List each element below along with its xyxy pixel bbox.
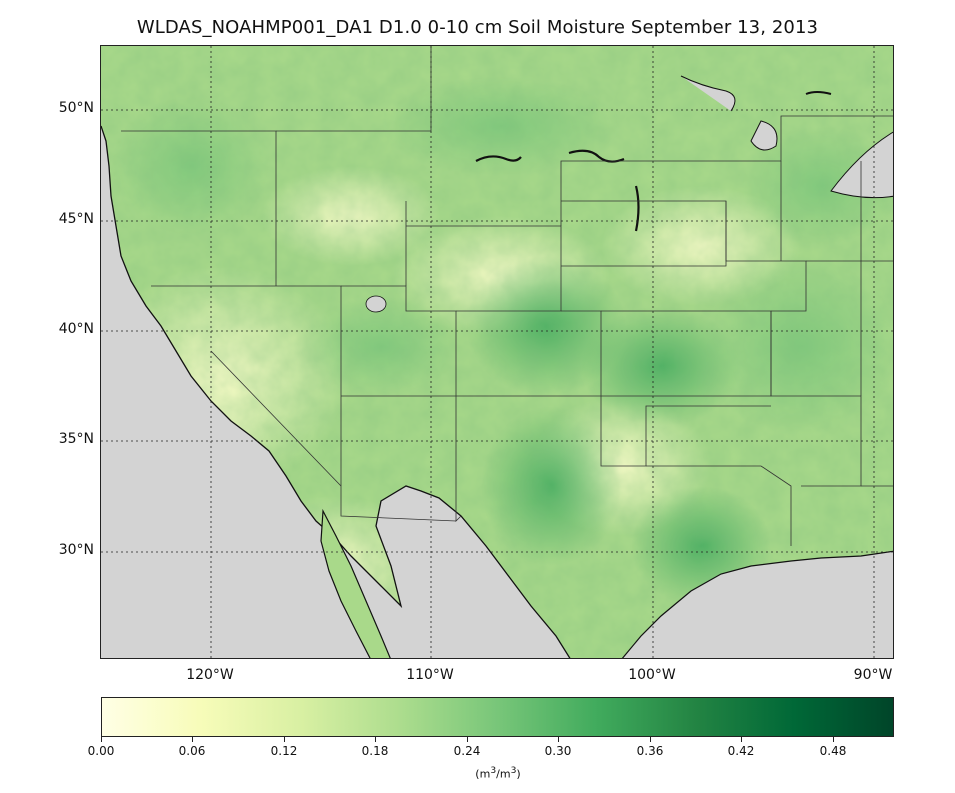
colorbar-tick bbox=[833, 737, 834, 742]
colorbar-label: 0.18 bbox=[361, 744, 389, 758]
colorbar-label: 0.36 bbox=[636, 744, 664, 758]
colorbar-label: 0.06 bbox=[178, 744, 206, 758]
lat-label-45n: 45°N bbox=[58, 211, 94, 227]
colorbar-tick bbox=[192, 737, 193, 742]
lon-label-100w: 100°W bbox=[628, 667, 676, 683]
colorbar-label: 0.12 bbox=[270, 744, 298, 758]
lon-label-120w: 120°W bbox=[186, 667, 234, 683]
colorbar-label: 0.24 bbox=[453, 744, 481, 758]
colorbar-tick bbox=[741, 737, 742, 742]
colorbar-label: 0.30 bbox=[544, 744, 572, 758]
map-title: WLDAS_NOAHMP001_DA1 D1.0 0-10 cm Soil Mo… bbox=[136, 17, 819, 38]
lat-label-40n: 40°N bbox=[58, 321, 94, 337]
colorbar-label: 0.42 bbox=[727, 744, 755, 758]
map-svg bbox=[101, 46, 893, 658]
lon-label-110w: 110°W bbox=[406, 667, 454, 683]
lon-label-90w: 90°W bbox=[853, 667, 893, 683]
colorbar-label: 0.00 bbox=[87, 744, 115, 758]
colorbar-units-close: ) bbox=[516, 767, 521, 781]
soil-moisture-map bbox=[100, 45, 894, 659]
colorbar-tick bbox=[650, 737, 651, 742]
colorbar-tick bbox=[558, 737, 559, 742]
colorbar-units-open: (m bbox=[475, 767, 491, 781]
lat-label-50n: 50°N bbox=[58, 100, 94, 116]
colorbar-units-exp1: 3 bbox=[490, 765, 497, 776]
lat-label-30n: 30°N bbox=[58, 542, 94, 558]
colorbar-tick bbox=[101, 737, 102, 742]
colorbar-tick bbox=[375, 737, 376, 742]
colorbar-units-mid: /m bbox=[496, 767, 511, 781]
colorbar-tick bbox=[284, 737, 285, 742]
colorbar-units-exp2: 3 bbox=[510, 765, 517, 776]
colorbar bbox=[101, 697, 894, 737]
colorbar-units: (m3/m3) bbox=[448, 765, 548, 781]
lat-label-35n: 35°N bbox=[58, 431, 94, 447]
colorbar-tick bbox=[467, 737, 468, 742]
colorbar-label: 0.48 bbox=[819, 744, 847, 758]
